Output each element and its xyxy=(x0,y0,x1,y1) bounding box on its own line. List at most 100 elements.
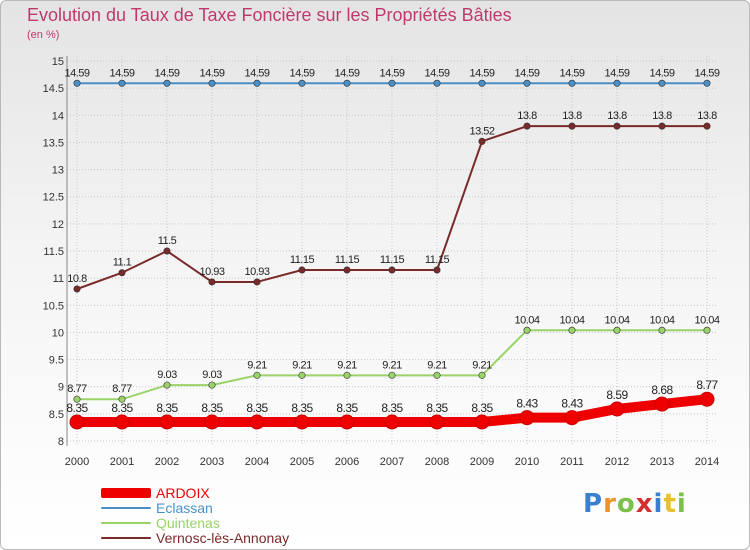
data-label-ardoix: 8.35 xyxy=(291,401,313,415)
data-point-quintenas xyxy=(523,326,531,334)
data-label-quintenas: 10.04 xyxy=(559,314,584,326)
legend-label-eclassan: Eclassan xyxy=(156,500,213,516)
y-tick-label: 10.5 xyxy=(43,300,64,312)
data-point-ardoix xyxy=(699,391,715,407)
data-point-eclassan xyxy=(253,79,261,87)
data-label-eclassan: 14.59 xyxy=(559,67,584,79)
data-label-ardoix: 8.68 xyxy=(651,383,673,397)
data-point-ardoix xyxy=(654,396,670,412)
data-point-ardoix xyxy=(474,414,490,430)
data-label-ardoix: 8.35 xyxy=(66,401,88,415)
data-label-eclassan: 14.59 xyxy=(514,67,539,79)
data-point-eclassan xyxy=(478,79,486,87)
data-point-quintenas xyxy=(703,326,711,334)
data-point-vernosc-l-s-annonay xyxy=(253,278,261,286)
data-point-eclassan xyxy=(703,79,711,87)
data-point-vernosc-l-s-annonay xyxy=(208,278,216,286)
data-point-ardoix xyxy=(384,414,400,430)
data-point-eclassan xyxy=(343,79,351,87)
data-point-quintenas xyxy=(388,371,396,379)
data-label-vernosc-l-s-annonay: 11.5 xyxy=(158,235,177,247)
x-tick-label: 2006 xyxy=(335,456,359,468)
data-point-quintenas xyxy=(73,395,81,403)
legend-swatch-vernosc-l-s-annonay xyxy=(101,537,151,539)
data-point-eclassan xyxy=(613,79,621,87)
data-point-eclassan xyxy=(523,79,531,87)
data-point-quintenas xyxy=(658,326,666,334)
data-label-quintenas: 10.04 xyxy=(694,314,719,326)
data-label-ardoix: 8.35 xyxy=(336,401,358,415)
data-point-ardoix xyxy=(564,410,580,426)
data-point-eclassan xyxy=(208,79,216,87)
y-tick-label: 14 xyxy=(52,110,64,122)
data-point-ardoix xyxy=(114,414,130,430)
x-tick-label: 2003 xyxy=(200,456,224,468)
data-label-eclassan: 14.59 xyxy=(64,67,89,79)
y-tick-label: 10 xyxy=(52,327,64,339)
data-point-quintenas xyxy=(343,371,351,379)
data-label-quintenas: 9.21 xyxy=(292,359,312,371)
data-point-quintenas xyxy=(118,395,126,403)
data-point-ardoix xyxy=(519,410,535,426)
data-label-quintenas: 9.21 xyxy=(247,359,267,371)
data-label-quintenas: 9.03 xyxy=(202,369,222,381)
data-point-ardoix xyxy=(294,414,310,430)
data-label-vernosc-l-s-annonay: 11.15 xyxy=(335,254,360,266)
data-label-ardoix: 8.35 xyxy=(246,401,268,415)
data-label-quintenas: 9.21 xyxy=(382,359,402,371)
data-point-vernosc-l-s-annonay xyxy=(658,122,666,130)
y-tick-label: 11.5 xyxy=(43,246,64,258)
x-tick-label: 2013 xyxy=(650,456,674,468)
chart-subtitle: (en %) xyxy=(27,29,60,41)
data-point-vernosc-l-s-annonay xyxy=(703,122,711,130)
data-label-eclassan: 14.59 xyxy=(694,67,719,79)
legend-label-ardoix: ARDOIX xyxy=(156,485,210,501)
data-point-vernosc-l-s-annonay xyxy=(433,266,441,274)
data-point-eclassan xyxy=(118,79,126,87)
x-tick-label: 2012 xyxy=(605,456,629,468)
data-label-vernosc-l-s-annonay: 11.15 xyxy=(380,254,405,266)
data-label-vernosc-l-s-annonay: 13.8 xyxy=(697,110,717,122)
data-point-vernosc-l-s-annonay xyxy=(73,285,81,293)
data-point-vernosc-l-s-annonay xyxy=(478,137,486,145)
data-point-ardoix xyxy=(609,401,625,417)
data-point-eclassan xyxy=(298,79,306,87)
data-label-eclassan: 14.59 xyxy=(604,67,629,79)
data-point-vernosc-l-s-annonay xyxy=(568,122,576,130)
y-tick-label: 9.5 xyxy=(49,355,64,367)
data-label-vernosc-l-s-annonay: 13.8 xyxy=(517,110,537,122)
data-point-vernosc-l-s-annonay xyxy=(163,247,171,255)
data-label-quintenas: 10.04 xyxy=(604,314,629,326)
y-tick-label: 13.5 xyxy=(43,137,64,149)
data-label-eclassan: 14.59 xyxy=(649,67,674,79)
x-tick-label: 2001 xyxy=(110,456,134,468)
data-label-eclassan: 14.59 xyxy=(334,67,359,79)
data-point-quintenas xyxy=(253,371,261,379)
data-label-ardoix: 8.35 xyxy=(471,401,493,415)
data-point-ardoix xyxy=(249,414,265,430)
data-point-quintenas xyxy=(298,371,306,379)
data-label-vernosc-l-s-annonay: 11.15 xyxy=(290,254,315,266)
data-point-vernosc-l-s-annonay xyxy=(343,266,351,274)
data-point-vernosc-l-s-annonay xyxy=(523,122,531,130)
data-label-eclassan: 14.59 xyxy=(424,67,449,79)
data-label-eclassan: 14.59 xyxy=(244,67,269,79)
x-tick-label: 2004 xyxy=(245,456,269,468)
y-tick-label: 12.5 xyxy=(43,192,64,204)
x-tick-label: 2011 xyxy=(560,456,584,468)
data-point-eclassan xyxy=(388,79,396,87)
legend-swatch-quintenas xyxy=(101,522,151,524)
y-tick-label: 14.5 xyxy=(43,83,64,95)
x-tick-label: 2007 xyxy=(380,456,404,468)
legend-label-vernosc-l-s-annonay: Vernosc-lès-Annonay xyxy=(156,530,290,546)
x-tick-label: 2005 xyxy=(290,456,314,468)
data-label-vernosc-l-s-annonay: 11.1 xyxy=(113,257,132,269)
data-label-quintenas: 9.21 xyxy=(472,359,492,371)
data-label-quintenas: 9.21 xyxy=(337,359,357,371)
data-point-eclassan xyxy=(568,79,576,87)
x-tick-label: 2014 xyxy=(695,456,719,468)
x-tick-label: 2010 xyxy=(515,456,539,468)
x-tick-label: 2000 xyxy=(65,456,89,468)
data-point-eclassan xyxy=(73,79,81,87)
